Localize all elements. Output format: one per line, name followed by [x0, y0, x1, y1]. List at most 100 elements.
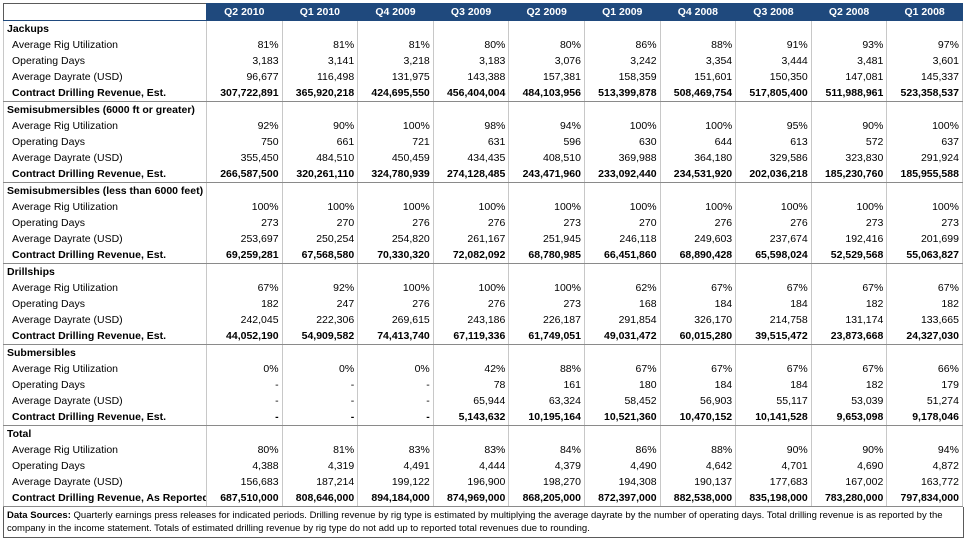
- section-spacer-cell: [282, 425, 359, 442]
- value-cell: 273: [810, 215, 888, 231]
- value-cell: 630: [583, 134, 661, 150]
- section-spacer-cell: [735, 344, 812, 361]
- value-cell: 182: [810, 296, 888, 312]
- value-cell: 163,772: [886, 474, 963, 490]
- value-cell: 291,924: [886, 150, 963, 166]
- table-row: Average Dayrate (USD) 96,677 116,498 131,97…: [3, 69, 963, 85]
- column-header: Q2 2008: [810, 3, 888, 21]
- row-label: Operating Days: [3, 215, 207, 231]
- section-spacer-cell: [282, 344, 359, 361]
- row-label: Average Rig Utilization: [3, 280, 207, 296]
- section-spacer-cell: [206, 344, 283, 361]
- row-label: Operating Days: [3, 134, 207, 150]
- value-cell: 67%: [659, 361, 737, 377]
- value-cell: 276: [659, 215, 737, 231]
- row-label: Average Dayrate (USD): [3, 474, 207, 490]
- value-cell: 874,969,000: [432, 490, 510, 507]
- section-spacer-cell: [584, 344, 661, 361]
- section-spacer-cell: [886, 263, 963, 280]
- value-cell: 276: [432, 296, 510, 312]
- value-cell: 750: [206, 134, 283, 150]
- value-cell: -: [281, 377, 359, 393]
- table-row: Contract Drilling Revenue, Est. 266,587,5…: [3, 166, 963, 183]
- table-row: Contract Drilling Revenue, Est. 307,722,8…: [3, 85, 963, 102]
- value-cell: 273: [886, 215, 963, 231]
- value-cell: 249,603: [659, 231, 737, 247]
- value-cell: 53,039: [810, 393, 888, 409]
- value-cell: 276: [357, 296, 434, 312]
- value-cell: 797,834,000: [886, 490, 963, 507]
- value-cell: 100%: [432, 199, 510, 215]
- value-cell: 74,413,740: [357, 328, 434, 345]
- section-spacer-cell: [660, 20, 737, 37]
- value-cell: 80%: [206, 442, 283, 458]
- section-spacer-cell: [660, 101, 737, 118]
- value-cell: 67,119,336: [432, 328, 510, 345]
- table-row: Average Dayrate (USD) 253,697 250,254 254,8…: [3, 231, 963, 247]
- value-cell: 131,174: [810, 312, 888, 328]
- value-cell: 3,601: [886, 53, 963, 69]
- value-cell: 4,872: [886, 458, 963, 474]
- value-cell: 100%: [357, 118, 434, 134]
- table-row: Average Dayrate (USD) 242,045 222,306 269,6…: [3, 312, 963, 328]
- value-cell: 450,459: [357, 150, 434, 166]
- table-row: Operating Days - - -78 161 180 184 184 182 179: [3, 377, 963, 393]
- value-cell: 270: [583, 215, 661, 231]
- row-label: Average Dayrate (USD): [3, 231, 207, 247]
- table-row: Operating Days 750 661 721 631 596 630 644 613 57…: [3, 134, 963, 150]
- table-row: Operating Days 273 270 276 276 273 270 276 276 27…: [3, 215, 963, 231]
- value-cell: 62%: [583, 280, 661, 296]
- value-cell: 868,205,000: [508, 490, 585, 507]
- value-cell: 90%: [810, 442, 888, 458]
- value-cell: 168: [583, 296, 661, 312]
- value-cell: 355,450: [206, 150, 283, 166]
- section-title: Drillships: [3, 263, 207, 280]
- value-cell: 80%: [508, 37, 585, 53]
- value-cell: 226,187: [508, 312, 585, 328]
- value-cell: 273: [508, 215, 585, 231]
- value-cell: 88%: [659, 442, 737, 458]
- row-label: Contract Drilling Revenue, Est.: [3, 247, 207, 264]
- value-cell: 808,646,000: [281, 490, 359, 507]
- table-row: Average Rig Utilization 67% 92% 100% 100% 100…: [3, 280, 963, 296]
- value-cell: 61,749,051: [508, 328, 585, 345]
- value-cell: 270: [281, 215, 359, 231]
- value-cell: 4,701: [735, 458, 812, 474]
- value-cell: 269,615: [357, 312, 434, 328]
- section-spacer-cell: [811, 20, 888, 37]
- value-cell: 424,695,550: [357, 85, 434, 102]
- value-cell: 198,270: [508, 474, 585, 490]
- value-cell: 721: [357, 134, 434, 150]
- value-cell: 81%: [357, 37, 434, 53]
- table-row: Average Rig Utilization 100% 100% 100% 100% 1…: [3, 199, 963, 215]
- row-label: Average Rig Utilization: [3, 118, 207, 134]
- value-cell: 143,388: [432, 69, 510, 85]
- section-spacer-cell: [357, 344, 434, 361]
- value-cell: 81%: [281, 442, 359, 458]
- row-label: Contract Drilling Revenue, As Reported: [3, 490, 207, 507]
- value-cell: 49,031,472: [583, 328, 661, 345]
- value-cell: 187,214: [281, 474, 359, 490]
- value-cell: 97%: [886, 37, 963, 53]
- row-label: Contract Drilling Revenue, Est.: [3, 409, 207, 426]
- value-cell: 434,435: [432, 150, 510, 166]
- value-cell: 508,469,754: [659, 85, 737, 102]
- value-cell: 364,180: [659, 150, 737, 166]
- value-cell: 273: [206, 215, 283, 231]
- value-cell: 161: [508, 377, 585, 393]
- value-cell: 100%: [357, 199, 434, 215]
- section-spacer-cell: [433, 182, 510, 199]
- value-cell: -: [281, 393, 359, 409]
- value-cell: 100%: [735, 199, 812, 215]
- value-cell: 100%: [508, 199, 585, 215]
- value-cell: 365,920,218: [281, 85, 359, 102]
- value-cell: 100%: [281, 199, 359, 215]
- section-spacer-cell: [508, 182, 585, 199]
- section-spacer-cell: [735, 20, 812, 37]
- section-header-row: Semisubmersibles (6000 ft or greater): [3, 101, 963, 118]
- value-cell: 250,254: [281, 231, 359, 247]
- value-cell: 67%: [206, 280, 283, 296]
- table-row: Operating Days 4,388 4,319 4,491 4,444 4,379 4…: [3, 458, 963, 474]
- value-cell: 661: [281, 134, 359, 150]
- value-cell: 56,903: [659, 393, 737, 409]
